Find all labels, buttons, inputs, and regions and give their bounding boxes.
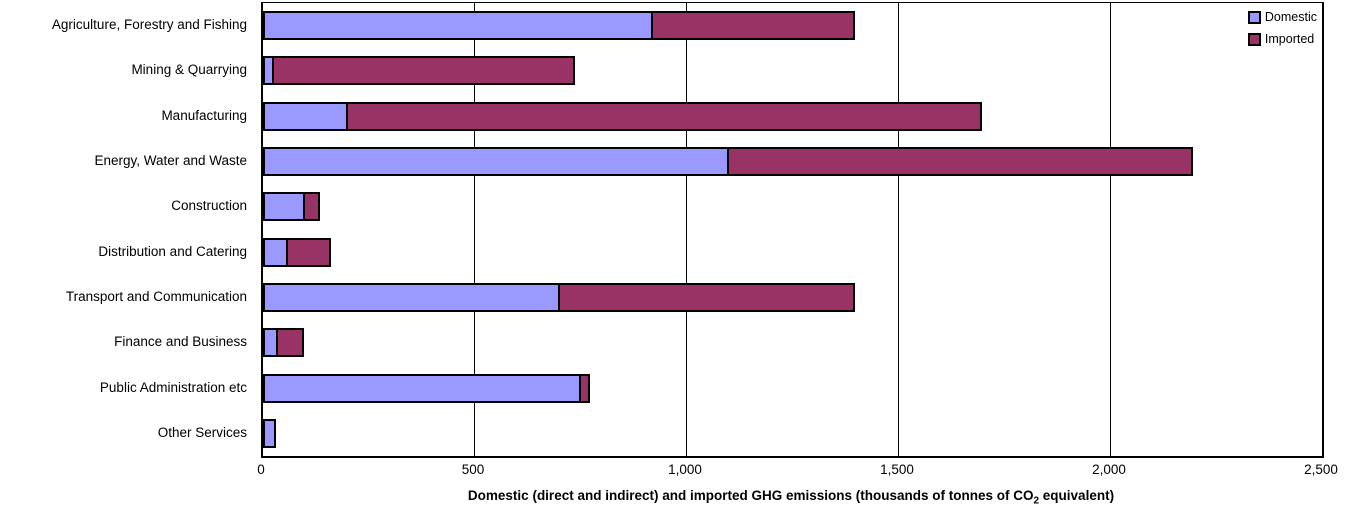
- x-axis-title-post: equivalent): [1039, 488, 1115, 503]
- x-tick-label-500: 500: [461, 462, 485, 477]
- bar-row-3: [263, 101, 982, 131]
- category-label: Mining & Quarrying: [131, 62, 247, 78]
- bar-segment-imported: [286, 237, 331, 267]
- bar-segment-imported: [272, 56, 575, 86]
- category-label: Construction: [171, 198, 247, 214]
- bar-row-6: [263, 237, 331, 267]
- legend-label: Imported: [1264, 32, 1315, 46]
- category-label: Other Services: [157, 424, 247, 440]
- category-label: Manufacturing: [161, 107, 247, 123]
- bar-row-2: [263, 56, 575, 86]
- gridline-2500: [1322, 3, 1323, 456]
- bar-segment-domestic: [263, 11, 653, 41]
- legend-swatch-domestic-icon: [1247, 11, 1261, 24]
- x-tick-label-2,000: 2,000: [1092, 462, 1126, 477]
- plot-area: Domestic Imported: [261, 2, 1324, 458]
- category-label: Public Administration etc: [99, 379, 247, 395]
- bar-segment-imported: [346, 101, 982, 131]
- x-tick-label-1,000: 1,000: [668, 462, 702, 477]
- gridline-1000: [686, 3, 687, 456]
- x-axis-title-sub: 2: [1033, 495, 1040, 507]
- category-label: Energy, Water and Waste: [94, 153, 247, 169]
- bar-segment-domestic: [263, 373, 581, 403]
- bar-segment-domestic: [263, 147, 729, 177]
- bar-segment-imported: [579, 373, 590, 403]
- bar-row-8: [263, 328, 304, 358]
- bar-row-10: [263, 418, 276, 448]
- bar-segment-imported: [651, 11, 855, 41]
- category-label: Distribution and Catering: [98, 243, 247, 259]
- bar-row-9: [263, 373, 590, 403]
- bar-row-7: [263, 282, 855, 312]
- bar-segment-imported: [727, 147, 1193, 177]
- x-axis-title: Domestic (direct and indirect) and impor…: [261, 488, 1321, 507]
- bar-segment-imported: [558, 282, 855, 312]
- bar-segment-domestic: [263, 237, 288, 267]
- legend-item-imported: Imported: [1247, 31, 1317, 48]
- x-tick-label-2,500: 2,500: [1304, 462, 1338, 477]
- gridline-1500: [898, 3, 899, 456]
- legend-swatch-imported-icon: [1247, 33, 1261, 46]
- bar-segment-domestic: [263, 282, 560, 312]
- bar-segment-imported: [303, 192, 320, 222]
- category-label: Transport and Communication: [65, 288, 247, 304]
- gridline-2000: [1110, 3, 1111, 456]
- bar-row-1: [263, 11, 855, 41]
- legend: Domestic Imported: [1247, 9, 1317, 53]
- bar-segment-domestic: [263, 101, 348, 131]
- bar-segment-domestic: [263, 418, 276, 448]
- bar-row-4: [263, 147, 1193, 177]
- category-label: Agriculture, Forestry and Fishing: [51, 17, 247, 33]
- bar-segment-imported: [276, 328, 304, 358]
- category-label: Finance and Business: [114, 334, 247, 350]
- x-axis-title-pre: Domestic (direct and indirect) and impor…: [467, 488, 1034, 503]
- legend-item-domestic: Domestic: [1247, 9, 1317, 26]
- bar-row-5: [263, 192, 320, 222]
- legend-label: Domestic: [1264, 10, 1317, 24]
- x-tick-label-0: 0: [257, 462, 265, 477]
- gridline-500: [474, 3, 475, 456]
- bar-segment-domestic: [263, 192, 305, 222]
- x-tick-label-1,500: 1,500: [880, 462, 914, 477]
